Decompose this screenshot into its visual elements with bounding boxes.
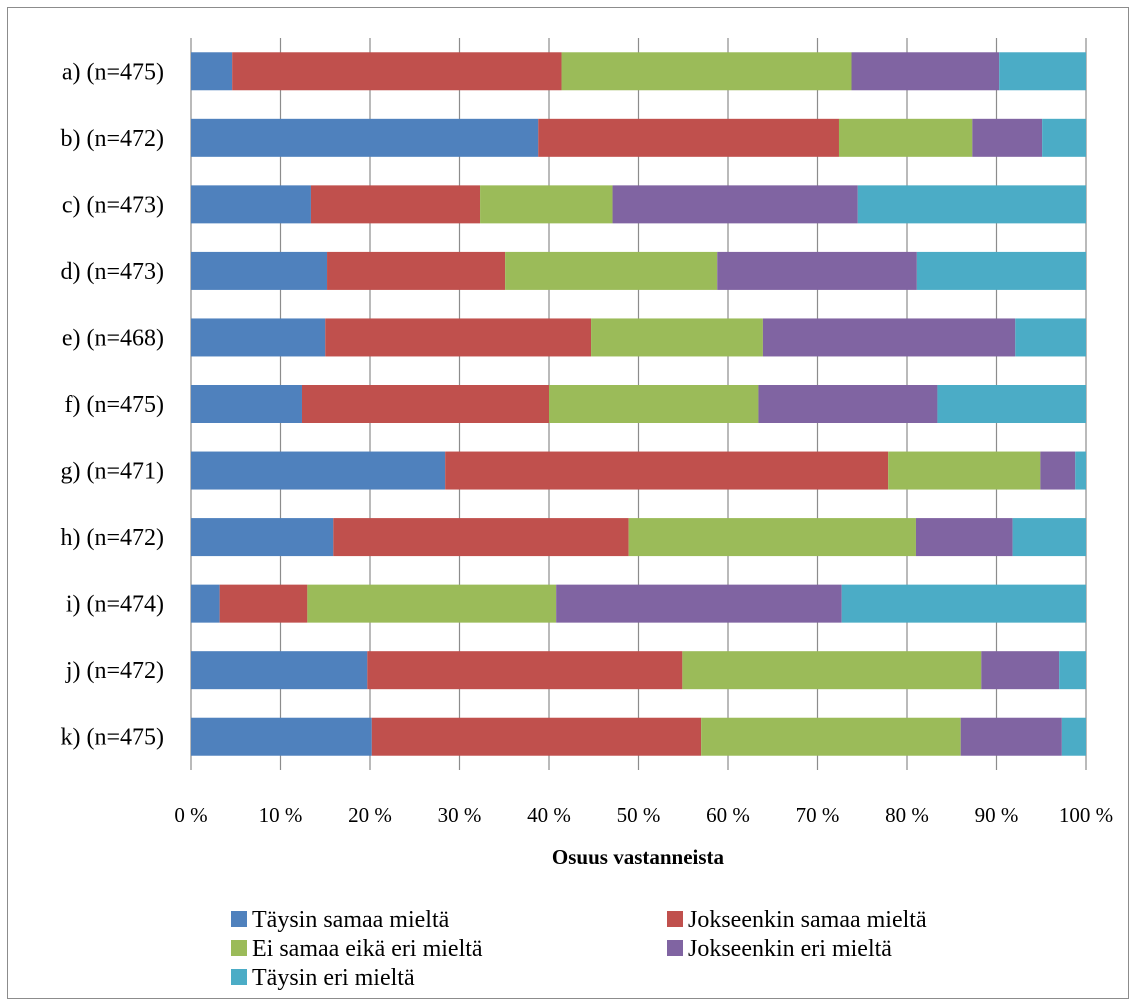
bar-segment (841, 584, 1086, 623)
bar-segment (591, 318, 763, 357)
x-tick-label: 10 % (259, 803, 303, 827)
legend-label: Ei samaa eikä eri mieltä (252, 936, 483, 962)
bar-segment (851, 52, 1000, 91)
bar-segment (191, 251, 328, 290)
bar-segment (1040, 451, 1076, 490)
bar-segment (857, 185, 1086, 224)
legend: Täysin samaa mieltä Jokseenkin samaa miel… (231, 907, 927, 991)
legend-label: Jokseenkin eri mieltä (688, 936, 892, 962)
bar-segment (307, 584, 557, 623)
bar-segment (549, 385, 759, 423)
category-label: c) (n=473) (62, 192, 164, 218)
x-tick-label: 40 % (527, 803, 571, 827)
bar-segment (325, 318, 592, 357)
x-tick-label: 100 % (1059, 803, 1113, 827)
bar-segment (701, 717, 961, 756)
bar-segment (480, 185, 613, 224)
x-tick-labels: 0 % 10 % 20 % 30 % 40 % 50 % 60 % 70 % 80 % 90 % 1… (174, 803, 1113, 827)
bar-segment (191, 52, 233, 91)
bar-segment (191, 651, 368, 690)
category-label: f) (n=475) (64, 392, 164, 418)
bar-segment (937, 385, 1086, 423)
bar-segment (310, 185, 481, 224)
bar-segment (717, 251, 917, 290)
bar-segment (1075, 451, 1086, 490)
bar-segment (191, 584, 220, 623)
bar-segment (1042, 118, 1086, 157)
bar-segment (682, 651, 982, 690)
bar-segment (981, 651, 1060, 690)
bar-segment (916, 251, 1086, 290)
x-tick-label: 30 % (438, 803, 482, 827)
bar-segment (191, 118, 539, 157)
x-tick-label: 0 % (174, 803, 207, 827)
chart-frame (7, 7, 1129, 999)
x-tick-label: 20 % (348, 803, 392, 827)
category-label: j) (n=472) (65, 658, 164, 684)
bar-segment (538, 118, 839, 157)
bar-segment (758, 385, 938, 423)
bar-segment (301, 385, 549, 423)
category-label: a) (n=475) (62, 59, 164, 85)
bar-segment (367, 651, 683, 690)
bar-segment (232, 52, 562, 91)
bar-segment (191, 518, 334, 557)
bar-segment (445, 451, 889, 490)
bar-segment (191, 385, 302, 423)
bar-segment (191, 318, 326, 357)
x-tick-label: 60 % (706, 803, 750, 827)
bar-segment (888, 451, 1041, 490)
legend-label: Jokseenkin samaa mieltä (688, 907, 927, 933)
bar-segment (561, 52, 852, 91)
legend-swatch (231, 940, 247, 956)
legend-swatch (231, 969, 247, 985)
x-tick-label: 80 % (885, 803, 929, 827)
x-tick-label: 70 % (796, 803, 840, 827)
x-axis-title: Osuus vastanneista (552, 845, 725, 869)
bar-segment (191, 717, 372, 756)
bar-segment (612, 185, 858, 224)
legend-swatch (231, 911, 247, 927)
bar-segment (972, 118, 1043, 157)
category-label: g) (n=471) (60, 459, 164, 485)
category-label: e) (n=468) (62, 325, 164, 351)
bar-segment (838, 118, 973, 157)
category-label: b) (n=472) (60, 126, 164, 152)
bar-segment (628, 518, 916, 557)
bar-segment (371, 717, 702, 756)
bar-segment (762, 318, 1016, 357)
legend-label: Täysin samaa mieltä (252, 907, 450, 933)
category-label: k) (n=475) (60, 725, 164, 751)
bar-segment (333, 518, 629, 557)
legend-swatch (667, 911, 683, 927)
x-tick-label: 90 % (975, 803, 1019, 827)
category-label: h) (n=472) (60, 525, 164, 551)
bar-segment (915, 518, 1013, 557)
bar-segment (505, 251, 718, 290)
bar-segment (327, 251, 506, 290)
bar-segment (191, 185, 311, 224)
category-label: i) (n=474) (66, 592, 164, 618)
bar-segment (1059, 651, 1086, 690)
bar-segment (1061, 717, 1086, 756)
category-labels: a) (n=475) b) (n=472) c) (n=473) d) (n=473)… (60, 59, 164, 750)
bar-segment (1015, 318, 1086, 357)
bar-segment (191, 451, 446, 490)
category-label: d) (n=473) (60, 259, 164, 285)
bar-segment (999, 52, 1086, 91)
bar-segment (219, 584, 308, 623)
bars (191, 52, 1086, 756)
legend-label: Täysin eri mieltä (252, 965, 415, 991)
bar-segment (1012, 518, 1086, 557)
legend-swatch (667, 940, 683, 956)
x-tick-label: 50 % (617, 803, 661, 827)
bar-segment (960, 717, 1062, 756)
bar-segment (556, 584, 842, 623)
